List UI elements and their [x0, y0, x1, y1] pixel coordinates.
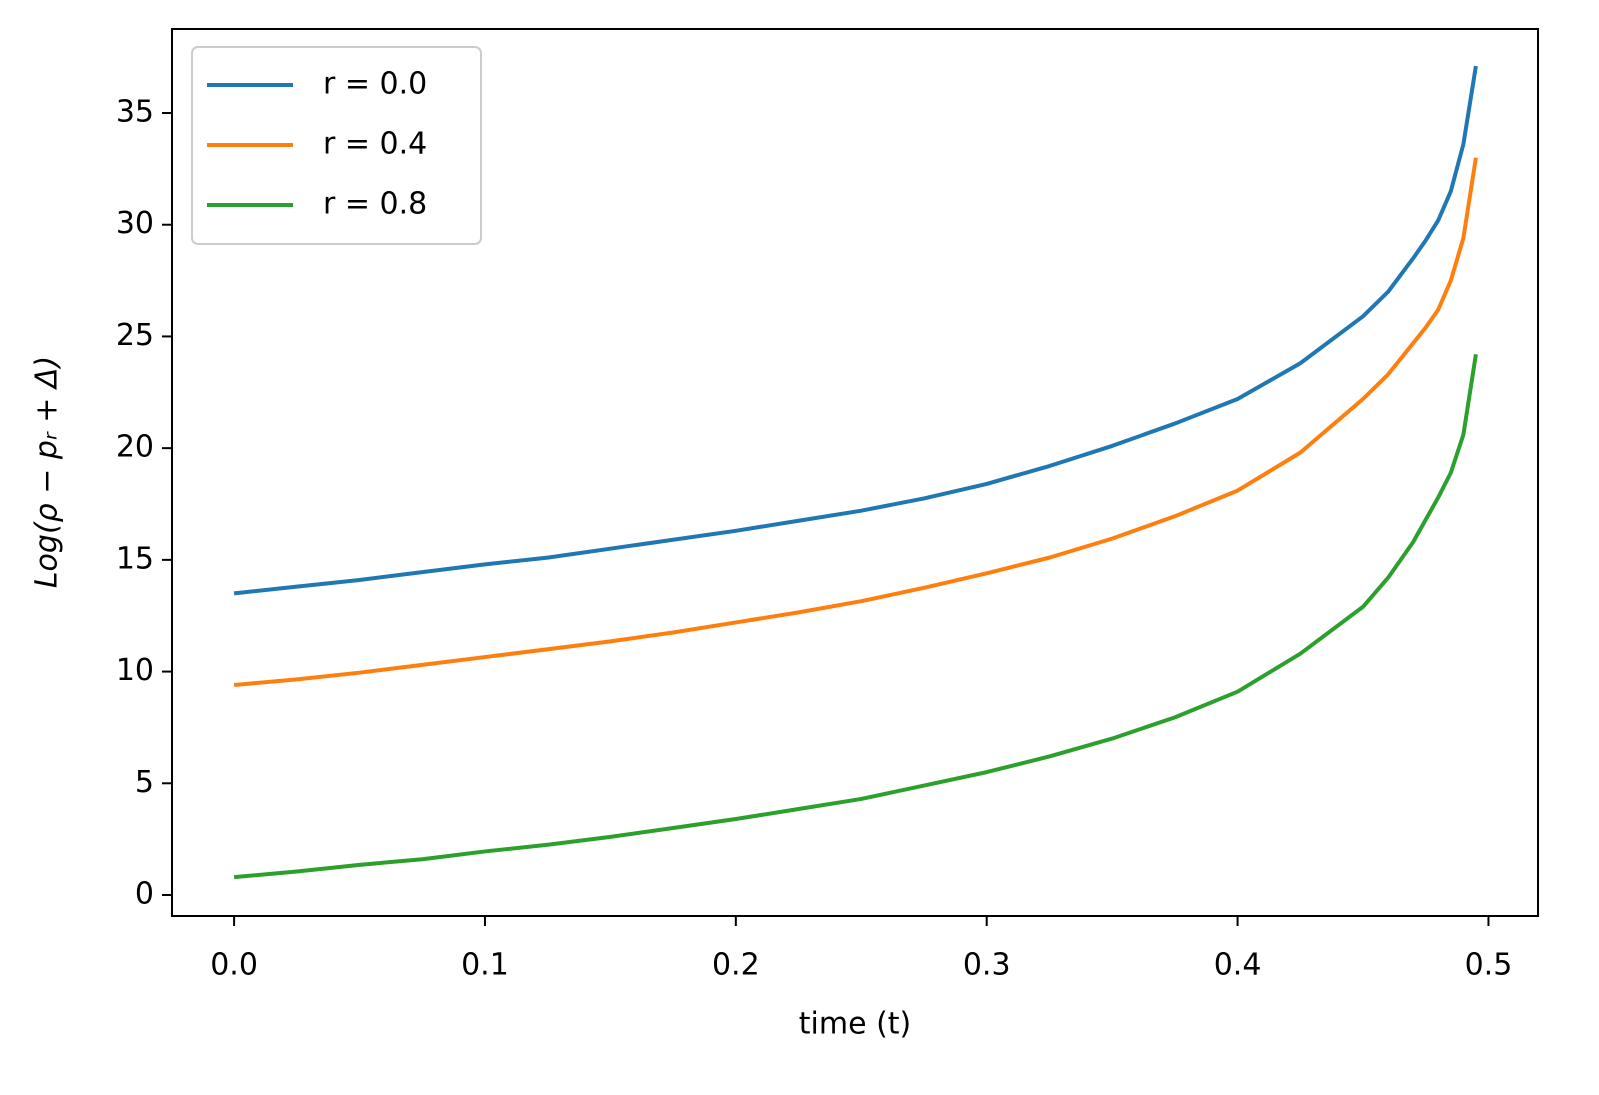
legend-label: r = 0.4: [323, 127, 427, 162]
y-tick-label: 5: [135, 765, 154, 800]
x-tick-label: 0.4: [1214, 948, 1262, 983]
data-line: [233, 65, 1478, 596]
y-tick-label: 0: [135, 876, 154, 911]
y-tick-label: 30: [116, 206, 154, 241]
x-axis-label: time (t): [799, 1007, 912, 1042]
y-tick-label: 10: [116, 653, 154, 688]
legend-label: r = 0.0: [323, 67, 427, 102]
y-tick-label: 25: [116, 318, 154, 353]
data-line: [233, 353, 1478, 880]
x-tick-label: 0.0: [210, 948, 258, 983]
plot-frame: [171, 28, 1539, 917]
legend-label: r = 0.8: [323, 187, 427, 222]
y-tick-label: 20: [116, 430, 154, 465]
legend-box: [191, 46, 482, 245]
x-tick-label: 0.1: [461, 948, 509, 983]
y-tick-label: 35: [116, 95, 154, 130]
data-line: [233, 157, 1478, 687]
x-tick-label: 0.5: [1465, 948, 1513, 983]
y-axis-label: Log(ρ − pᵣ + Δ): [30, 356, 65, 588]
y-tick-label: 15: [116, 541, 154, 576]
x-tick-label: 0.2: [712, 948, 760, 983]
x-tick-label: 0.3: [963, 948, 1011, 983]
